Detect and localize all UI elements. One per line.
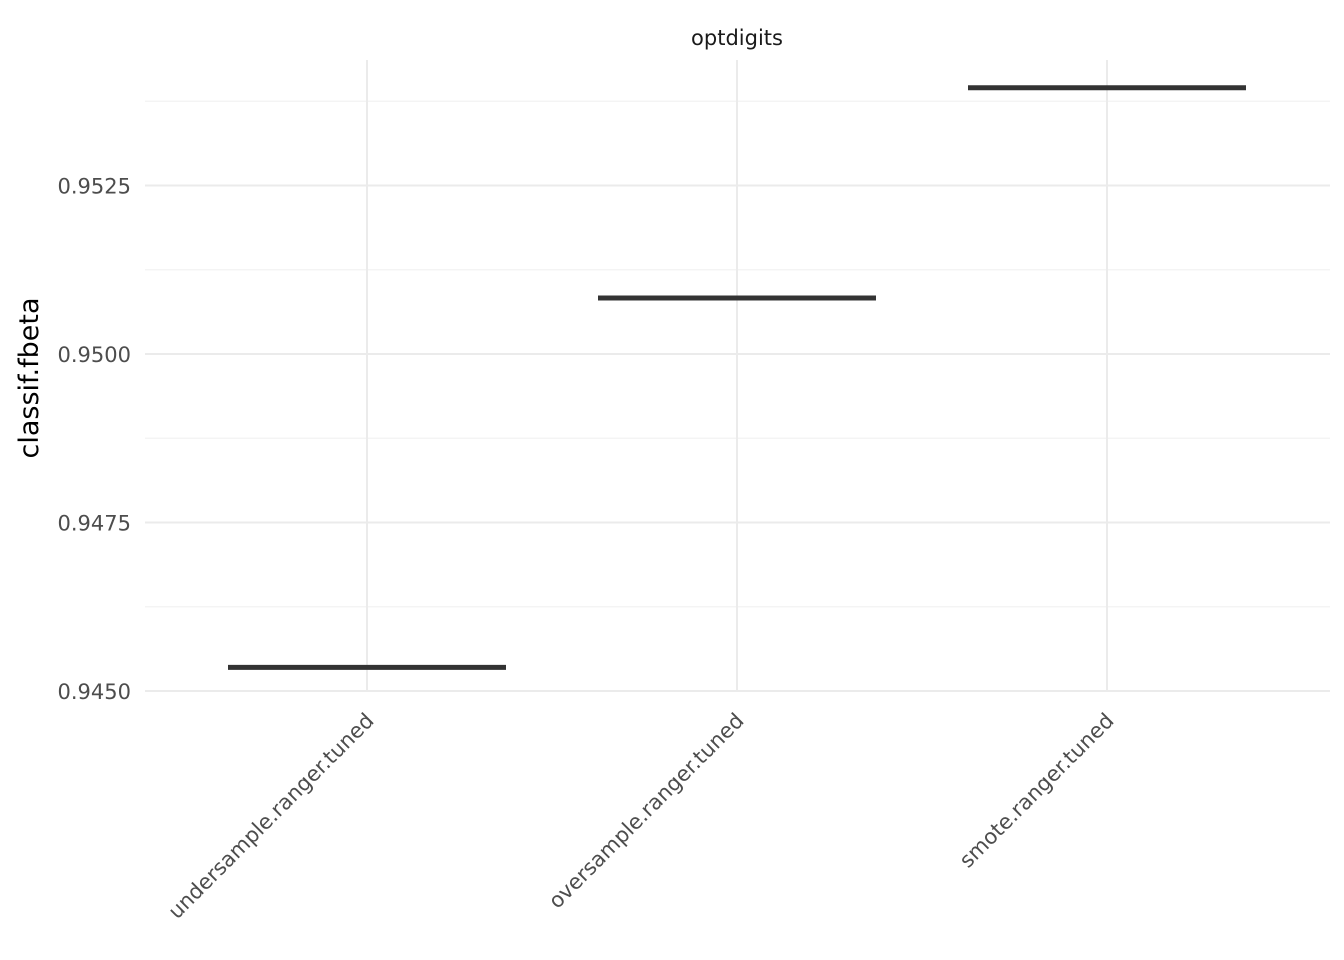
y-axis-tick-labels: 0.9450 0.9475 0.9500 0.9525: [58, 175, 131, 705]
x-axis-tick-labels: undersample.ranger.tuned oversample.range…: [164, 709, 1119, 924]
x-tick-label: smote.ranger.tuned: [955, 709, 1119, 873]
x-tick-label: undersample.ranger.tuned: [164, 709, 379, 924]
y-tick-label: 0.9500: [58, 343, 131, 367]
major-gridlines: [145, 60, 1330, 692]
y-axis-title: classif.fbeta: [14, 297, 45, 458]
y-tick-label: 0.9475: [58, 512, 131, 536]
y-tick-label: 0.9525: [58, 175, 131, 199]
y-tick-label: 0.9450: [58, 680, 131, 704]
facet-title: optdigits: [691, 26, 783, 50]
x-tick-label: oversample.ranger.tuned: [544, 709, 749, 914]
data-marks: [228, 85, 1246, 670]
